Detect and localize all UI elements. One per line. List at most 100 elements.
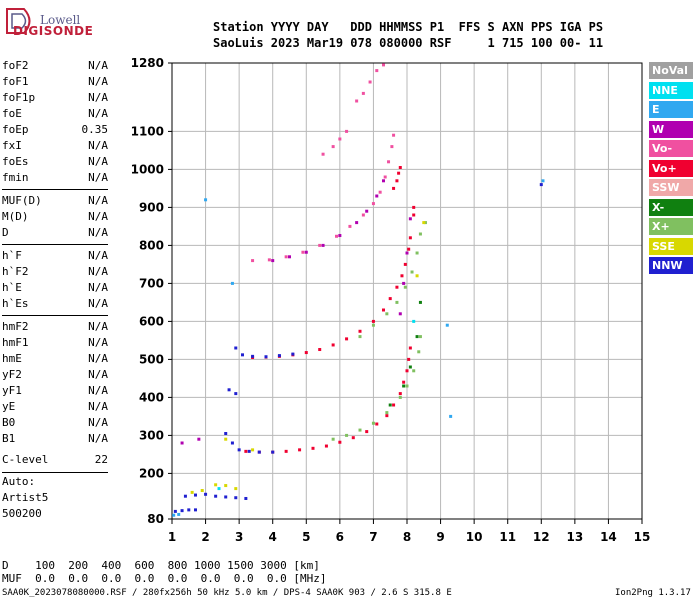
digisonde-logo-icon: [6, 8, 31, 34]
data-point-voplus: [365, 430, 369, 434]
data-point-voplus: [324, 444, 328, 448]
data-point-xplus: [417, 350, 421, 354]
muf-row: MUF 0.0 0.0 0.0 0.0 0.0 0.0 0.0 0.0 [MHz…: [2, 572, 327, 585]
param-row-fof1p: foF1p N/A: [2, 90, 108, 106]
data-point-e: [177, 512, 181, 516]
param-key: h`F: [2, 249, 22, 262]
data-point-xminus: [402, 384, 406, 388]
data-point-voplus: [284, 449, 288, 453]
data-point-sse: [214, 483, 218, 487]
logo-brand-bottom: DIGISONDE: [13, 24, 94, 38]
data-point-vominus: [348, 224, 352, 228]
param-row-fof1: foF1 N/A: [2, 74, 108, 90]
param-row-b1: B1 N/A: [2, 431, 108, 447]
param-row-fxi: fxI N/A: [2, 138, 108, 154]
param-value: N/A: [88, 384, 108, 397]
param-row-b0: B0 N/A: [2, 415, 108, 431]
data-point-xplus: [418, 335, 422, 339]
data-point-nnw: [224, 495, 228, 499]
data-point-nnw: [291, 352, 295, 356]
param-value: N/A: [88, 281, 108, 294]
data-point-nnw: [539, 183, 543, 187]
data-point-xplus: [410, 270, 414, 274]
distance-row: D 100 200 400 600 800 1000 1500 3000 [km…: [2, 559, 320, 572]
data-point-nnw: [234, 392, 238, 396]
data-point-nnw: [204, 492, 208, 496]
y-tick-label: 700: [139, 276, 164, 290]
data-point-nnw: [180, 509, 184, 513]
data-point-nnw: [224, 432, 228, 435]
param-value: N/A: [88, 249, 108, 262]
data-point-vominus: [368, 80, 372, 84]
data-point-vominus: [382, 63, 385, 67]
data-point-voplus: [392, 186, 396, 190]
data-point-nnw: [187, 508, 191, 512]
auto-scaling-line: Auto:: [2, 475, 36, 488]
legend-item-xplus: X+: [649, 218, 693, 235]
param-value: N/A: [88, 336, 108, 349]
data-point-voplus: [385, 414, 389, 418]
legend-item-sse: SSE: [649, 237, 693, 255]
data-point-voplus: [400, 274, 404, 278]
panel-divider: [2, 472, 108, 473]
x-tick-label: 14: [600, 530, 617, 544]
data-point-nnw: [230, 441, 234, 445]
x-tick-label: 15: [634, 530, 651, 544]
param-row-d: D N/A: [2, 225, 108, 241]
data-point-nnw: [194, 493, 197, 497]
param-value: N/A: [88, 352, 108, 365]
data-point-w: [197, 437, 201, 441]
data-point-vominus: [345, 129, 349, 133]
legend-item-ssw: SSW: [649, 179, 693, 196]
data-point-vominus: [318, 243, 322, 247]
param-row-ye: yE N/A: [2, 399, 108, 415]
param-key: fmin: [2, 171, 29, 184]
x-tick-label: 3: [235, 530, 243, 544]
data-point-xplus: [415, 251, 419, 255]
data-point-xplus: [331, 437, 335, 441]
data-point-xplus: [418, 232, 422, 236]
data-point-xminus: [415, 335, 419, 339]
y-tick-label: 200: [139, 466, 164, 480]
param-value: N/A: [88, 59, 108, 72]
x-tick-label: 1: [168, 530, 176, 544]
param-key: yE: [2, 400, 16, 413]
param-value: N/A: [88, 107, 108, 120]
x-tick-label: 11: [499, 530, 516, 544]
param-key: fxI: [2, 139, 22, 152]
data-point-voplus: [403, 262, 407, 266]
data-point-w: [398, 312, 402, 316]
data-point-xplus: [371, 323, 375, 327]
data-point-voplus: [331, 343, 335, 347]
legend-item-nnw: NNW: [649, 257, 693, 274]
data-point-voplus: [408, 346, 412, 350]
param-key: foF2: [2, 59, 29, 72]
auto-scaling-line: Artist5: [2, 491, 49, 504]
param-value: N/A: [88, 297, 108, 310]
data-point-voplus: [398, 166, 402, 169]
data-point-w: [355, 221, 359, 225]
param-row-hme: hmE N/A: [2, 351, 108, 367]
data-point-e: [204, 198, 208, 202]
param-row-hes: h`Es N/A: [2, 296, 108, 312]
param-row-yf2: yF2 N/A: [2, 367, 108, 383]
x-tick-label: 10: [466, 530, 483, 544]
y-tick-label: 600: [139, 314, 164, 328]
panel-divider: [2, 189, 108, 190]
header-line-2: SaoLuis 2023 Mar19 078 080000 RSF 1 715 …: [213, 36, 604, 50]
data-point-voplus: [388, 297, 392, 301]
data-point-voplus: [375, 422, 379, 426]
data-point-sse: [224, 437, 228, 441]
data-point-w: [382, 179, 385, 183]
y-tick-label: 300: [139, 428, 164, 442]
param-key: MUF(D): [2, 194, 42, 207]
data-point-vominus: [371, 202, 375, 206]
legend-item-w: W: [649, 120, 693, 138]
param-row-he: h`E N/A: [2, 280, 108, 296]
param-key: foEp: [2, 123, 29, 136]
y-tick-label: 900: [139, 200, 164, 214]
data-point-vominus: [301, 250, 305, 254]
data-point-w: [365, 209, 369, 213]
param-row-mufd: MUF(D) N/A: [2, 193, 108, 209]
data-point-nnw: [234, 496, 238, 500]
